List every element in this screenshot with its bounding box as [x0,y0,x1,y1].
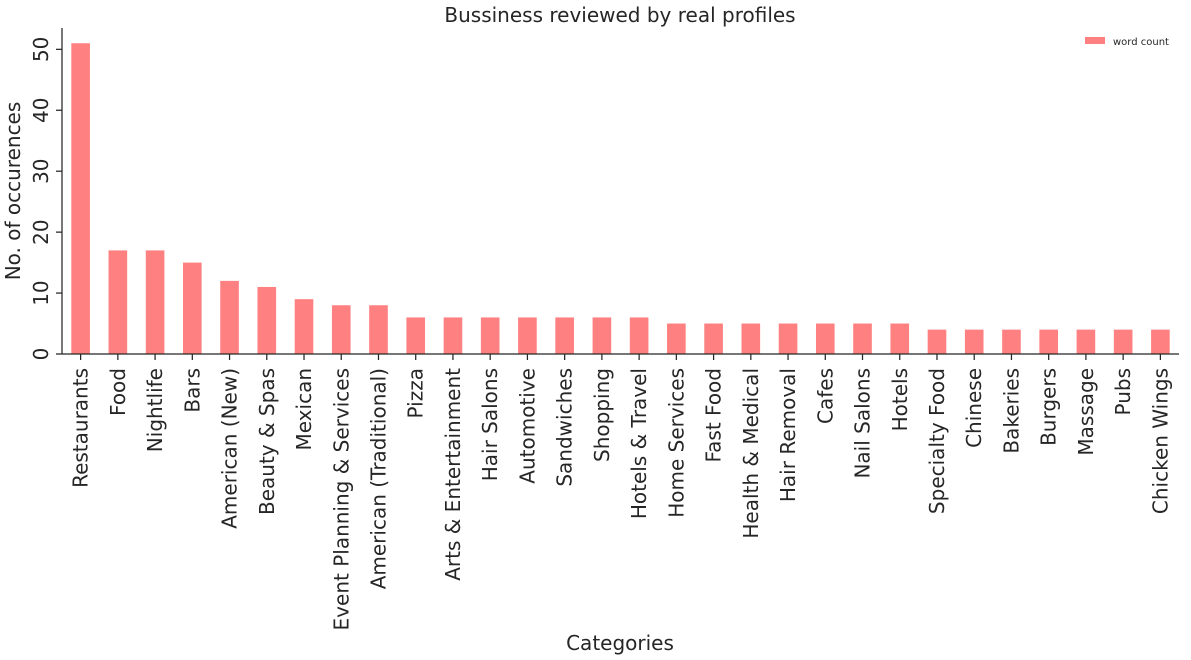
bar [183,262,202,354]
y-tick-label: 0 [29,348,53,361]
x-tick-label: Chicken Wings [1148,368,1172,514]
bar [555,317,574,354]
bar [815,323,835,354]
bar [294,299,314,354]
y-tick-label: 10 [29,280,53,305]
bar [741,323,761,354]
x-tick-label: Pizza [404,368,428,418]
x-tick-label: Health & Medical [739,368,763,539]
x-tick-label: Mexican [292,368,316,451]
x-tick-label: American (New) [218,368,242,529]
x-tick-label: Specialty Food [925,368,949,514]
bar [853,323,872,354]
bar [778,323,798,354]
x-tick-label: Hair Salons [478,368,502,481]
x-tick-label: Hotels & Travel [627,368,651,519]
y-tick-label: 50 [29,37,53,62]
bar [406,317,426,354]
x-tick-label: Event Planning & Services [329,368,353,630]
bar [592,317,612,354]
x-tick-label: Nightlife [143,368,167,452]
bar [667,323,686,354]
x-tick-label: Nail Salons [851,368,875,479]
bar [145,250,165,354]
legend: word count [1085,37,1169,48]
bar [71,43,90,354]
bar [704,323,723,354]
bar [964,329,984,354]
x-tick-label: Hotels [888,368,912,431]
bar [890,323,910,354]
x-tick-label: Pubs [1111,368,1135,416]
x-tick-label: Shopping [590,368,614,462]
x-tick-label: Massage [1074,368,1098,456]
x-tick-label: Bakeries [999,368,1023,454]
x-tick-label: Fast Food [702,368,726,463]
bar [629,317,649,354]
bar [1039,329,1058,354]
y-ticks: 0 10 20 30 40 50 [29,37,62,361]
x-tick-label: Burgers [1037,368,1061,446]
y-tick-label: 40 [29,98,53,123]
bars [71,43,1170,354]
x-tick-label: American (Traditional) [366,368,390,589]
bar [1113,329,1133,354]
x-tick-label: Chinese [962,368,986,448]
bar [1151,329,1170,354]
x-tick-label: Automotive [515,368,539,484]
y-axis-label: No. of occurences [1,102,25,281]
x-tick-label: Food [106,368,130,416]
bar [443,317,463,354]
x-ticks: Restaurants Food Nightlife Bars American (Ne… [69,354,1172,630]
y-tick-label: 20 [29,219,53,244]
bar [369,305,388,354]
x-axis-label: Categories [566,631,674,655]
bar [518,317,537,354]
bar [257,286,277,354]
x-tick-label: Cafes [813,368,837,424]
x-tick-label: Hair Removal [776,368,800,502]
x-tick-label: Arts & Entertainment [441,368,465,581]
bar [480,317,500,354]
x-tick-label: Sandwiches [553,368,577,487]
bar [331,305,351,354]
legend-swatch [1085,37,1105,44]
bar [220,280,239,354]
x-tick-label: Restaurants [69,368,93,488]
y-tick-label: 30 [29,158,53,183]
bar [108,250,128,354]
bar [927,329,947,354]
x-tick-label: Bars [180,368,204,413]
legend-label: word count [1113,37,1169,48]
chart-title: Bussiness reviewed by real profiles [444,3,795,27]
x-tick-label: Home Services [664,368,688,518]
x-tick-label: Beauty & Spas [255,368,279,515]
bar [1002,329,1021,354]
bar [1076,329,1096,354]
